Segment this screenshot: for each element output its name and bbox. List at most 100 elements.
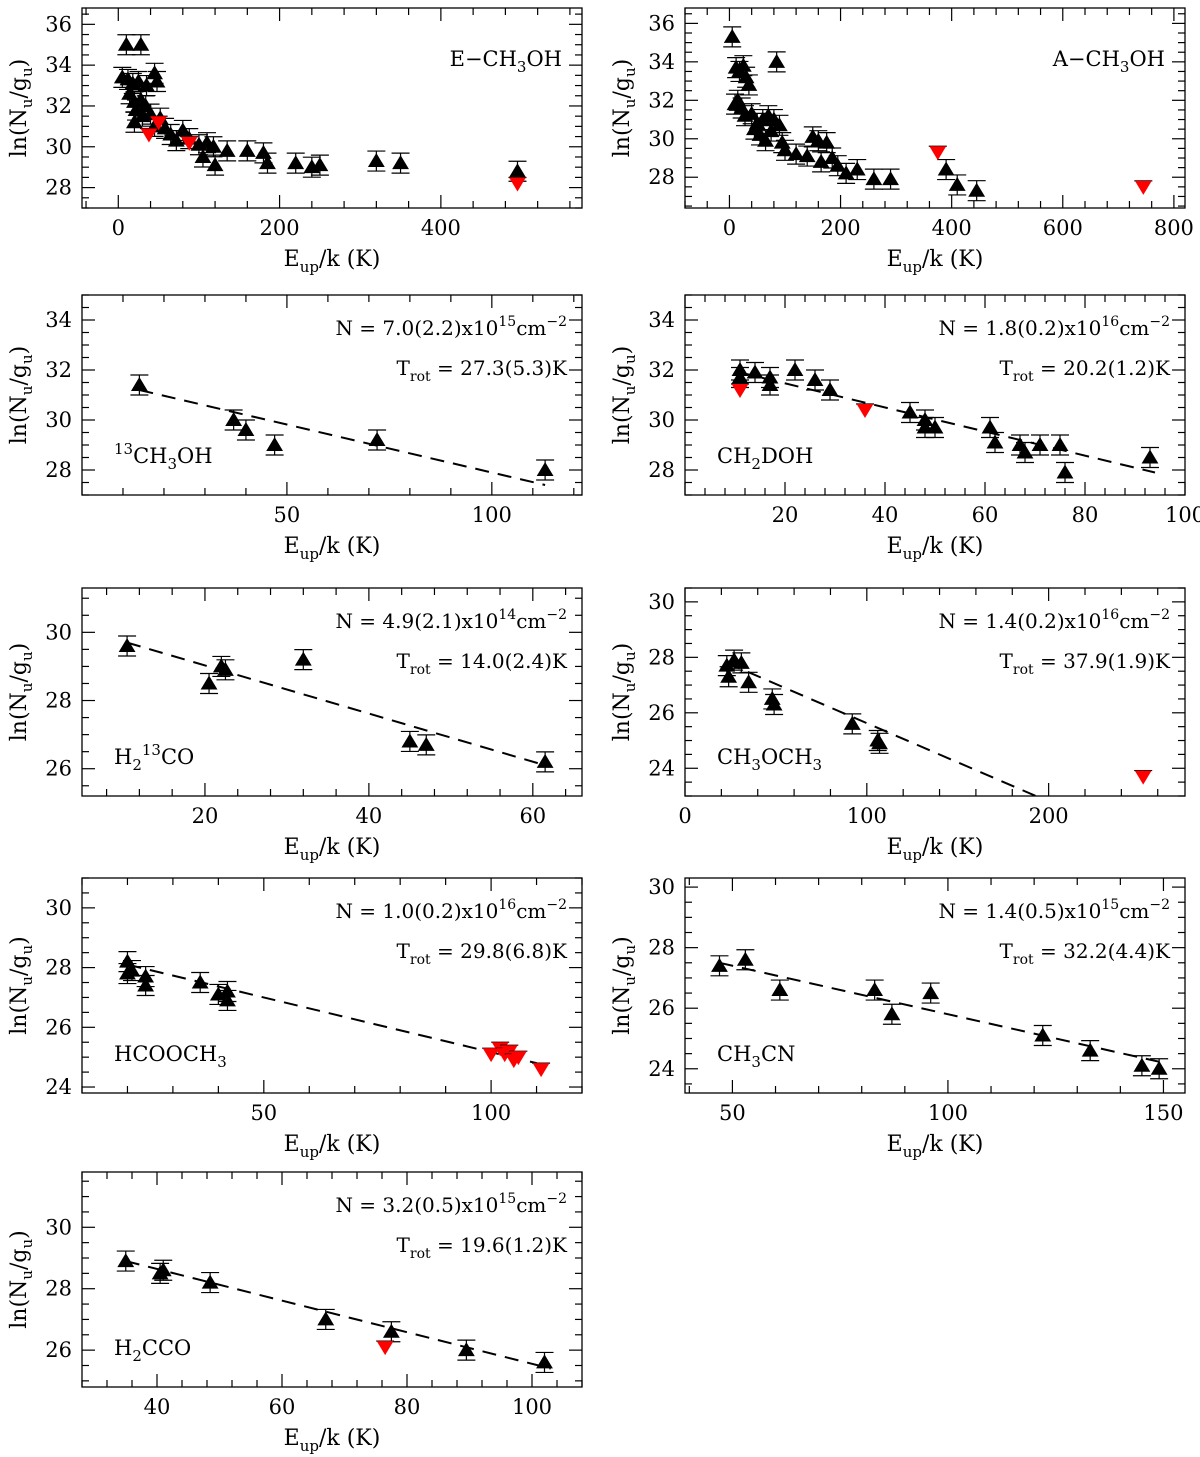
y-tick-label: 30 xyxy=(45,1215,72,1239)
note-n-unit-exponent: −2 xyxy=(1149,314,1170,330)
fit-line xyxy=(126,641,546,767)
detection-point xyxy=(367,153,385,168)
note-t-value: = 14.0(2.4)K xyxy=(431,649,568,673)
x-title-sub: up xyxy=(300,1143,319,1161)
species-text: H xyxy=(114,745,132,769)
note-n-value: N = 3.2(0.5)x10 xyxy=(335,1193,498,1217)
detection-point xyxy=(818,134,836,149)
detection-point xyxy=(1051,437,1069,451)
x-tick-label: 60 xyxy=(972,503,999,527)
y-tick-label: 32 xyxy=(648,358,675,382)
y-tick-label: 26 xyxy=(45,757,72,781)
x-tick-label: 80 xyxy=(1072,503,1099,527)
plot-area xyxy=(116,1250,554,1374)
note-t-value: = 32.2(4.4)K xyxy=(1034,939,1171,963)
y-title-end: ) xyxy=(7,936,32,945)
y-title-mid: /g xyxy=(7,955,32,977)
detection-point xyxy=(167,132,185,147)
upper-limit-point xyxy=(1134,180,1152,195)
detection-point xyxy=(218,142,236,157)
y-title-end: ) xyxy=(610,643,635,652)
species-text: H xyxy=(114,1336,132,1360)
detection-point xyxy=(259,155,276,170)
detection-point xyxy=(948,176,966,191)
detection-point xyxy=(829,157,847,172)
species-label: E−CH3OH xyxy=(450,47,562,76)
fit-line xyxy=(127,963,537,1065)
detection-point xyxy=(768,53,786,68)
detection-point xyxy=(255,144,272,159)
detection-point xyxy=(937,161,955,176)
detection-point xyxy=(237,422,255,436)
note-n-exponent: 15 xyxy=(1101,897,1119,913)
y-title-sub: u xyxy=(18,682,36,692)
x-axis-title: Eup/k (K) xyxy=(284,835,381,864)
note-n-value: N = 1.4(0.2)x10 xyxy=(938,609,1101,633)
y-tick-label: 28 xyxy=(45,176,72,200)
y-tick-label: 28 xyxy=(45,458,72,482)
note-n-unit: cm xyxy=(1119,316,1149,340)
x-tick-label: 40 xyxy=(872,503,899,527)
y-tick-label: 26 xyxy=(45,1338,72,1362)
y-title-end: ) xyxy=(610,59,635,68)
note-t-sub: rot xyxy=(410,369,431,385)
x-title-main: E xyxy=(284,534,300,559)
x-tick-label: 200 xyxy=(821,216,861,240)
upper-limit-point xyxy=(140,128,158,143)
x-title-rest: /k (K) xyxy=(922,534,983,559)
y-title-end: ) xyxy=(7,643,32,652)
note-t-sub: rot xyxy=(410,1246,431,1262)
x-tick-label: 60 xyxy=(269,1395,296,1419)
y-axis-title: ln(Nu/gu) xyxy=(7,59,36,157)
detection-point xyxy=(457,1342,475,1357)
note-n-value: N = 1.4(0.5)x10 xyxy=(938,899,1101,923)
species-text: CH xyxy=(717,1042,751,1066)
x-tick-label: 800 xyxy=(1154,216,1194,240)
x-title-main: E xyxy=(284,835,300,860)
detection-point xyxy=(194,148,212,163)
detection-point xyxy=(732,654,750,669)
note-t-sub: rot xyxy=(410,952,431,968)
detection-point xyxy=(1150,1060,1168,1075)
upper-limit-point xyxy=(532,1063,550,1078)
species-sub: 3 xyxy=(751,756,761,774)
detection-point xyxy=(882,171,899,186)
detection-point xyxy=(787,146,805,161)
note-n-unit-exponent: −2 xyxy=(1149,607,1170,623)
y-tick-label: 34 xyxy=(45,53,72,77)
y-title-sub: u xyxy=(621,682,639,692)
y-title-sub: u xyxy=(621,385,639,395)
plot-frame xyxy=(684,877,1186,1094)
detection-point xyxy=(711,957,728,972)
detection-point xyxy=(536,1354,553,1369)
column-density-note: N = 1.8(0.2)x1016cm−2 xyxy=(938,314,1170,340)
x-tick-label: 60 xyxy=(519,804,546,828)
note-t-value: = 29.8(6.8)K xyxy=(431,939,568,963)
species-text: OH xyxy=(177,444,213,468)
y-tick-label: 36 xyxy=(45,12,72,36)
species-label: H2CCO xyxy=(114,1336,191,1365)
detection-point xyxy=(736,951,754,966)
y-title-main: ln(N xyxy=(7,395,32,444)
upper-limit-point xyxy=(731,384,749,398)
y-tick-label: 30 xyxy=(45,620,72,644)
detection-point xyxy=(812,153,830,168)
x-tick-label: 80 xyxy=(394,1395,421,1419)
y-tick-label: 24 xyxy=(45,1075,72,1099)
x-title-sub: up xyxy=(903,1143,922,1161)
x-tick-label: 100 xyxy=(928,1101,968,1125)
y-title-mid: /g xyxy=(7,661,32,683)
y-title-sub: u xyxy=(18,354,36,364)
y-tick-label: 26 xyxy=(648,996,675,1020)
upper-limit-point xyxy=(509,177,526,192)
x-title-main: E xyxy=(284,1426,300,1451)
note-t-symbol: T xyxy=(397,649,411,673)
note-t-value: = 27.3(5.3)K xyxy=(431,356,568,380)
note-t-symbol: T xyxy=(1000,356,1014,380)
x-title-sub: up xyxy=(903,545,922,563)
y-title-end: ) xyxy=(7,1230,32,1239)
detection-point xyxy=(720,668,738,683)
